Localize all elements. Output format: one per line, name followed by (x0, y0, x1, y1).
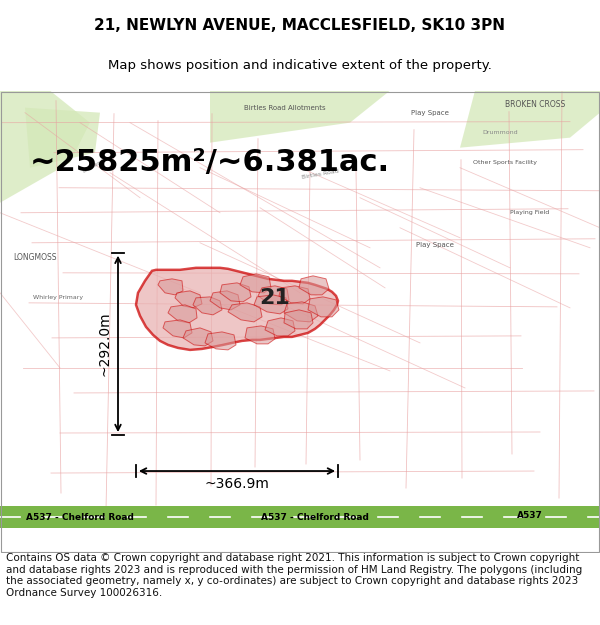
Polygon shape (258, 286, 289, 305)
Polygon shape (254, 295, 288, 314)
Text: Birtles Road: Birtles Road (82, 152, 118, 174)
Polygon shape (240, 274, 271, 293)
Text: 21: 21 (260, 288, 290, 308)
Polygon shape (163, 320, 192, 338)
Polygon shape (175, 291, 202, 308)
Bar (0, 506, 600, 528)
Polygon shape (308, 297, 339, 317)
Text: ~366.9m: ~366.9m (205, 477, 269, 491)
Text: A537: A537 (517, 511, 543, 519)
Polygon shape (228, 303, 262, 322)
Polygon shape (299, 276, 329, 295)
Text: Playing Field: Playing Field (511, 210, 550, 215)
Text: BROKEN CROSS: BROKEN CROSS (505, 100, 565, 109)
Polygon shape (158, 279, 183, 295)
Polygon shape (168, 305, 197, 323)
Polygon shape (0, 91, 90, 202)
Text: Map shows position and indicative extent of the property.: Map shows position and indicative extent… (108, 59, 492, 72)
Polygon shape (245, 326, 275, 344)
Polygon shape (193, 297, 222, 315)
Text: Drummond: Drummond (482, 130, 518, 135)
Text: 21, NEWLYN AVENUE, MACCLESFIELD, SK10 3PN: 21, NEWLYN AVENUE, MACCLESFIELD, SK10 3P… (95, 18, 505, 33)
Text: Play Space: Play Space (416, 242, 454, 248)
Polygon shape (279, 286, 310, 304)
Text: Whirley Primary: Whirley Primary (33, 296, 83, 301)
Polygon shape (284, 302, 318, 322)
Polygon shape (284, 310, 313, 329)
Polygon shape (265, 318, 295, 336)
Polygon shape (25, 107, 100, 168)
Polygon shape (210, 91, 390, 142)
Text: Other Sports Facility: Other Sports Facility (473, 160, 537, 165)
Text: A537 - Chelford Road: A537 - Chelford Road (26, 512, 134, 522)
Text: Contains OS data © Crown copyright and database right 2021. This information is : Contains OS data © Crown copyright and d… (6, 553, 582, 598)
Text: Birtles Road Allotments: Birtles Road Allotments (244, 104, 326, 111)
Text: Play Space: Play Space (411, 109, 449, 116)
Polygon shape (460, 91, 600, 148)
Polygon shape (136, 268, 338, 350)
Text: A537 - Chelford Road: A537 - Chelford Road (261, 512, 369, 522)
Polygon shape (220, 283, 251, 302)
Text: LONGMOSS: LONGMOSS (13, 253, 57, 262)
Text: ~292.0m: ~292.0m (97, 312, 111, 376)
Text: ~25825m²/~6.381ac.: ~25825m²/~6.381ac. (30, 148, 390, 178)
Text: Birtles Road: Birtles Road (301, 169, 339, 181)
Polygon shape (205, 332, 236, 350)
Polygon shape (210, 291, 240, 310)
Polygon shape (183, 328, 213, 346)
